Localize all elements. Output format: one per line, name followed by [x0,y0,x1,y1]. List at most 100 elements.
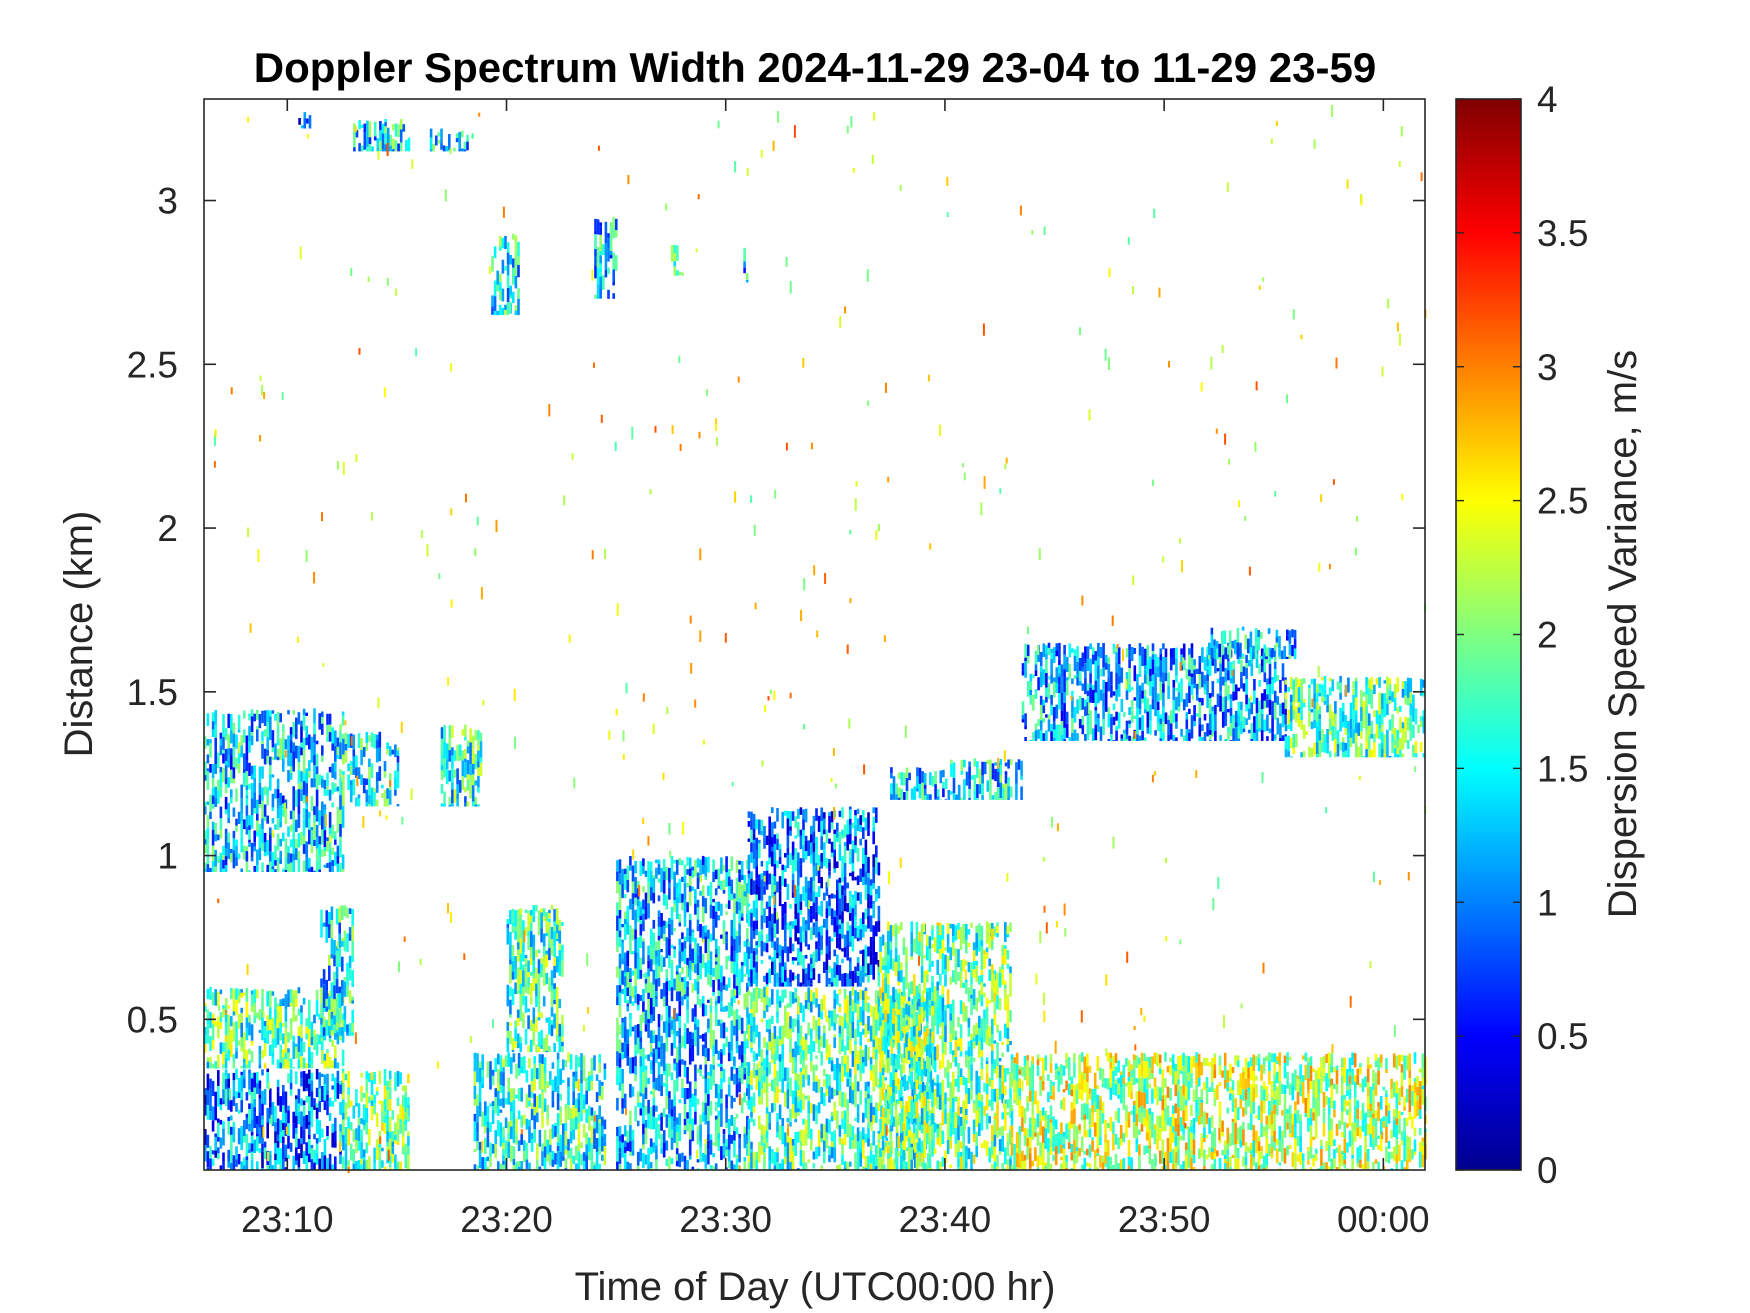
heatmap-cell [902,1149,906,1161]
heatmap-cell [473,1052,477,1061]
heatmap-cell [696,925,700,932]
heatmap-cell [626,922,630,935]
heatmap-cell [797,873,800,886]
heatmap-cell [269,990,272,1008]
heatmap-cell [636,959,640,965]
heatmap-cell [683,1118,687,1126]
heatmap-cell [678,1153,682,1168]
heatmap-cell [621,942,624,959]
heatmap-cell [696,907,700,920]
heatmap-cell [920,995,924,1003]
heatmap-cell [900,1007,903,1019]
heatmap-cell [691,929,695,933]
heatmap-cell [920,1069,924,1082]
heatmap-cell [894,947,898,955]
heatmap-cell [765,1092,769,1108]
heatmap-cell [730,961,734,973]
heatmap-cell [507,1141,510,1159]
heatmap-cell [644,1009,648,1025]
heatmap-cell [211,1158,215,1166]
heatmap-cell [820,861,823,869]
heatmap-cell [527,987,530,995]
heatmap-cell [752,858,756,869]
heatmap-cell [292,765,295,772]
heatmap-cell [776,943,779,953]
heatmap-cell [276,740,280,746]
heatmap-cell [688,1139,692,1156]
heatmap-cell [453,750,457,761]
heatmap-cell [517,1052,521,1069]
heatmap-cell [456,744,459,761]
heatmap-cell [595,1166,599,1170]
heatmap-cell [276,833,280,851]
heatmap-cell [458,780,462,793]
heatmap-cell [338,962,341,967]
heatmap-cell [859,982,862,987]
heatmap-cell [869,900,873,909]
heatmap-cell [923,982,926,994]
heatmap-cell [841,1118,844,1129]
heatmap-cell [740,1030,744,1034]
heatmap-cell [276,1006,280,1012]
heatmap-cell [681,893,684,903]
heatmap-cell [815,1111,818,1125]
heatmap-cell [694,1064,697,1082]
heatmap-cell [746,1135,749,1145]
heatmap-cell [778,956,782,963]
heatmap-cell [810,971,813,979]
heatmap-cell [276,756,280,761]
heatmap-cell [549,1152,552,1166]
heatmap-cell [864,839,868,856]
heatmap-cell [469,742,472,757]
heatmap-cell [763,908,766,923]
heatmap-cell [284,856,288,871]
heatmap-cell [875,1152,878,1158]
heatmap-cell [781,1059,784,1073]
heatmap-cell [720,1098,723,1104]
heatmap-cell [867,915,870,929]
heatmap-cell [253,808,256,814]
heatmap-cell [224,1078,228,1090]
heatmap-cell [823,818,826,830]
heatmap-cell [786,1003,790,1008]
heatmap-cell [326,1049,329,1053]
heatmap-cell [261,766,264,779]
heatmap-cell [440,752,444,766]
heatmap-cell [300,742,303,748]
heatmap-cell [204,844,207,853]
heatmap-cell [451,782,454,790]
heatmap-cell [224,809,228,815]
heatmap-cell [639,1037,643,1043]
heatmap-cell [618,1163,622,1170]
heatmap-cell [815,1064,818,1071]
heatmap-cell [248,716,251,721]
heatmap-cell [543,1057,547,1074]
heatmap-cell [338,953,341,963]
heatmap-cell [269,1168,272,1170]
heatmap-cell [838,1124,842,1137]
heatmap-cell [302,1151,306,1164]
heatmap-cell [910,956,913,960]
heatmap-cell [662,1021,666,1033]
heatmap-cell [812,951,816,969]
heatmap-cell [740,1067,744,1085]
heatmap-cell [313,1014,316,1024]
heatmap-cell [331,1132,334,1148]
heatmap-cell [804,985,808,987]
heatmap-cell [618,910,622,919]
heatmap-cell [750,842,753,853]
heatmap-cell [758,1081,761,1097]
heatmap-cell [204,1088,207,1095]
heatmap-cell [755,850,758,867]
heatmap-cell [665,1119,669,1128]
heatmap-cell [541,1109,544,1113]
heatmap-cell [854,810,857,816]
heatmap-cell [902,1168,906,1170]
heatmap-cell [644,870,648,877]
heatmap-cell [875,1157,878,1166]
heatmap-cell [725,984,728,991]
heatmap-cell [284,1167,288,1170]
heatmap-cell [514,931,517,940]
heatmap-cell [799,1025,803,1040]
heatmap-cell [237,1128,241,1135]
